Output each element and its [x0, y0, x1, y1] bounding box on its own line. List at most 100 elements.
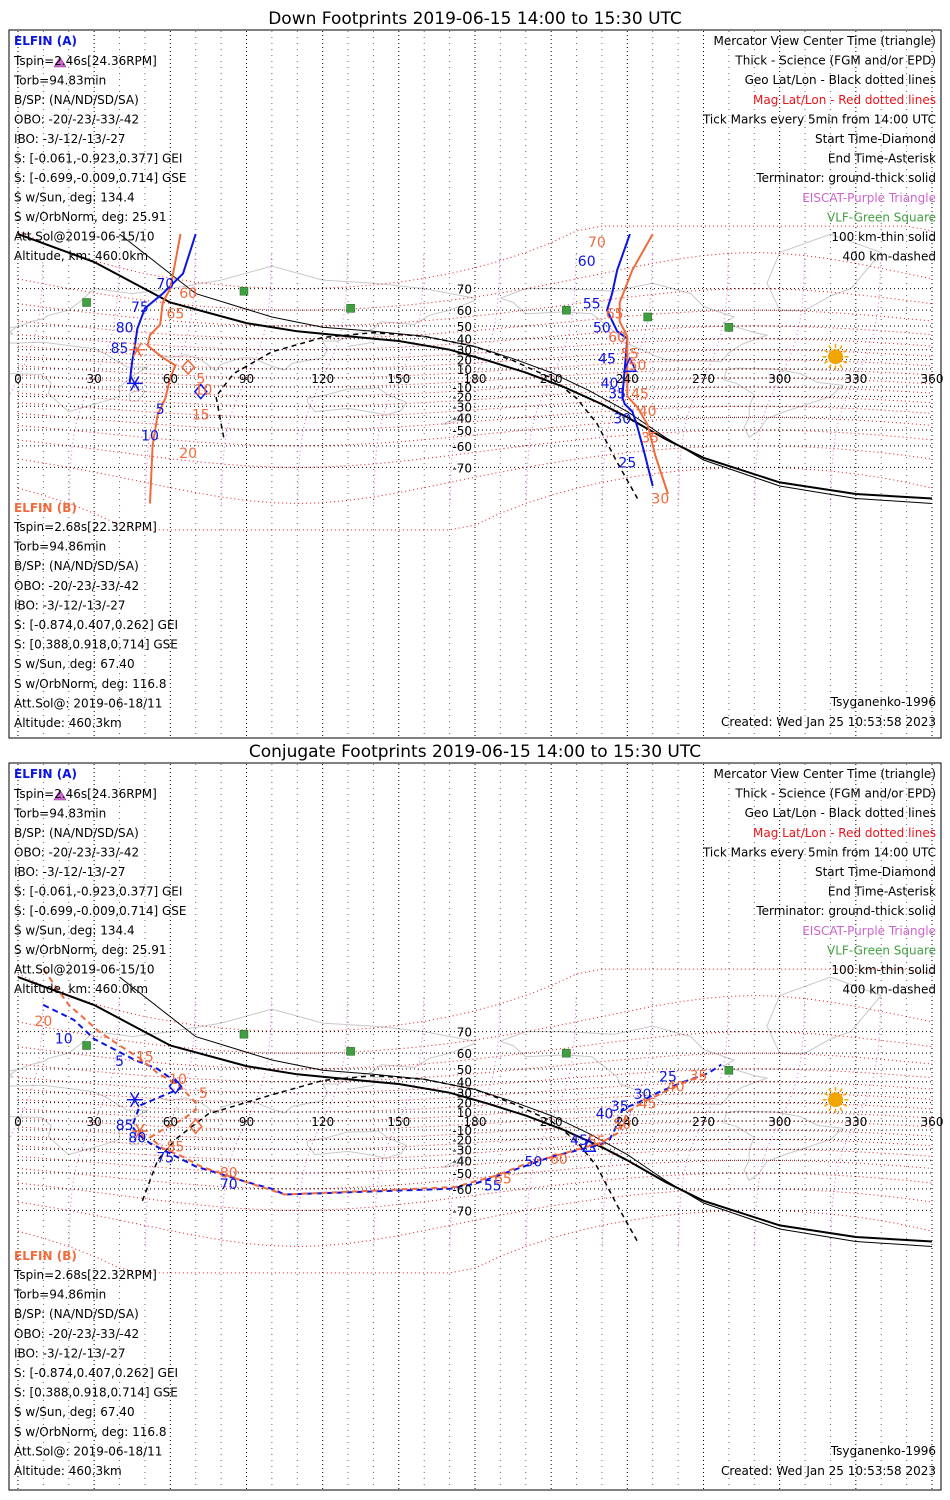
track-tick-label: 65 — [166, 307, 184, 323]
track-tick-label: 25 — [618, 455, 636, 471]
sun-ray — [828, 364, 832, 369]
track-tick-label: 65 — [606, 307, 624, 323]
elfin-a-header: ELFIN (A) — [14, 767, 77, 781]
elfin-b-info-line: S: [0.388,0.918,0.714] GSE — [14, 638, 178, 652]
mag-lon-line — [68, 252, 120, 504]
footprint-track — [128, 233, 197, 383]
lon-tick-label: 120 — [311, 372, 334, 386]
end-time-asterisk — [132, 342, 142, 358]
track-tick-label: 40 — [667, 1080, 685, 1096]
track-tick-label: 30 — [634, 1087, 652, 1103]
elfin-b-info-line: S: [0.388,0.918,0.714] GSE — [14, 1386, 178, 1400]
lon-tick-label: 240 — [616, 372, 639, 386]
lon-tick-label: 180 — [464, 372, 487, 386]
coastline — [723, 367, 845, 439]
elfin-b-info-line: Att.Sol@: 2019-06-18/11 — [14, 696, 162, 710]
elfin-b-info-line: S: [-0.874,0.407,0.262] GEI — [14, 1366, 178, 1380]
lat-tick-label: 60 — [457, 1047, 472, 1061]
elfin-b-info-line: S: [-0.874,0.407,0.262] GEI — [14, 618, 178, 632]
end-time-asterisk — [130, 1092, 140, 1108]
track-tick-label: 55 — [484, 1179, 502, 1195]
lat-tick-label: 70 — [457, 283, 472, 297]
track-tick-label: 50 — [629, 358, 647, 374]
lon-tick-label: 360 — [921, 1115, 944, 1129]
coastline — [500, 282, 769, 363]
mag-lon-line — [601, 995, 653, 1247]
coastline — [441, 1156, 472, 1169]
elfin-a-info-line: Tspin=2.46s[24.36RPM] — [13, 54, 157, 68]
track-tick-label: 55 — [621, 347, 639, 363]
view-center-triangle — [622, 356, 638, 372]
footprint-track — [618, 233, 669, 495]
coastline — [129, 388, 146, 402]
legend-entry: VLF-Green Square — [827, 943, 936, 957]
elfin-a-info-line: S w/Sun, deg: 134.4 — [14, 191, 135, 205]
legend-entry: VLF-Green Square — [827, 210, 936, 224]
footer-credit: Created: Wed Jan 25 10:53:58 2023 — [721, 1464, 936, 1478]
start-time-diamond — [168, 1078, 183, 1095]
mag-lat-line — [17, 359, 933, 379]
vlf-station-marker — [643, 312, 652, 322]
track-tick-label: 75 — [131, 300, 149, 316]
elfin-a-info-line: IBO: -3/-12/-13/-27 — [14, 132, 126, 146]
track-tick-label: 40 — [601, 376, 619, 392]
elfin-a-info-line: OBO: -20/-23/-33/-42 — [14, 113, 139, 127]
elfin-a-info-line: Torb=94.83min — [13, 807, 106, 821]
view-center-triangle — [582, 1136, 597, 1152]
end-time-asterisk — [130, 376, 140, 391]
legend-entry: Mercator View Center Time (triangle) — [714, 34, 936, 48]
mag-lat-line — [17, 309, 933, 340]
track-tick-label: 20 — [179, 446, 197, 462]
panel-title: Down Footprints 2019-06-15 14:00 to 15:3… — [268, 9, 682, 29]
vlf-station-marker — [724, 1066, 734, 1075]
legend-entry: EISCAT-Purple Triangle — [802, 191, 936, 205]
track-tick-label: 50 — [524, 1154, 542, 1170]
lon-tick-label: 330 — [844, 1115, 867, 1129]
terminator-400km — [141, 1074, 639, 1242]
sun-ray — [823, 360, 829, 364]
track-tick-label: 10 — [141, 429, 159, 445]
lat-tick-label: 70 — [457, 1026, 472, 1040]
mag-lon-line — [601, 252, 653, 504]
elfin-a-info-line: S w/OrbNorm, deg: 25.91 — [14, 943, 166, 957]
elfin-b-info-line: Att.Sol@: 2019-06-18/11 — [14, 1444, 162, 1458]
terminator-ground — [17, 233, 933, 500]
sun-ray — [839, 364, 843, 369]
track-tick-label: 25 — [659, 1070, 677, 1086]
lon-tick-label: 30 — [87, 372, 102, 386]
mag-lon-line — [678, 252, 729, 504]
elfin-b-info-line: Altitude: 460.3km — [14, 1464, 122, 1478]
lat-tick-label: 30 — [457, 344, 472, 358]
track-tick-label: 15 — [192, 408, 210, 424]
mag-lat-line — [17, 325, 933, 351]
lon-tick-label: 90 — [239, 372, 254, 386]
legend-entry: End Time-Asterisk — [828, 152, 936, 166]
coastline — [723, 1110, 845, 1182]
map-frame — [8, 29, 942, 739]
track-tick-label: 60 — [578, 254, 596, 270]
elfin-b-info-line: OBO: -20/-23/-33/-42 — [14, 1327, 139, 1341]
footprint-track — [42, 968, 709, 1196]
sun-ray — [828, 345, 832, 350]
elfin-a-info-line: Att.Sol@2019-06-15/10 — [14, 963, 155, 977]
mag-lon-line — [754, 995, 806, 1247]
sun-ray — [839, 345, 843, 350]
lon-tick-label: 180 — [464, 1115, 487, 1129]
elfin-b-info-line: IBO: -3/-12/-13/-27 — [14, 1346, 126, 1360]
vlf-station-marker — [239, 286, 249, 296]
mag-lat-line — [17, 225, 933, 290]
mag-lat-line — [17, 1111, 933, 1131]
conjugate-footprints-panel: Conjugate Footprints 2019-06-15 14:00 to… — [8, 742, 944, 1491]
mag-lat-line — [17, 445, 933, 505]
lat-tick-label: -60 — [452, 1183, 472, 1197]
elfin-b-info-line: S w/OrbNorm, deg: 116.8 — [14, 1425, 166, 1439]
elfin-b-info-line: Altitude: 460.3km — [14, 716, 122, 730]
elfin-b-info-line: S w/OrbNorm, deg: 116.8 — [14, 677, 166, 691]
legend-entry: 100 km-thin solid — [831, 230, 936, 244]
track-tick-label: 20 — [34, 1014, 52, 1030]
elfin-b-header: ELFIN (B) — [14, 1249, 77, 1263]
track-tick-label: 80 — [220, 1165, 238, 1181]
mag-lon-line — [68, 995, 120, 1247]
coastline — [348, 332, 387, 347]
